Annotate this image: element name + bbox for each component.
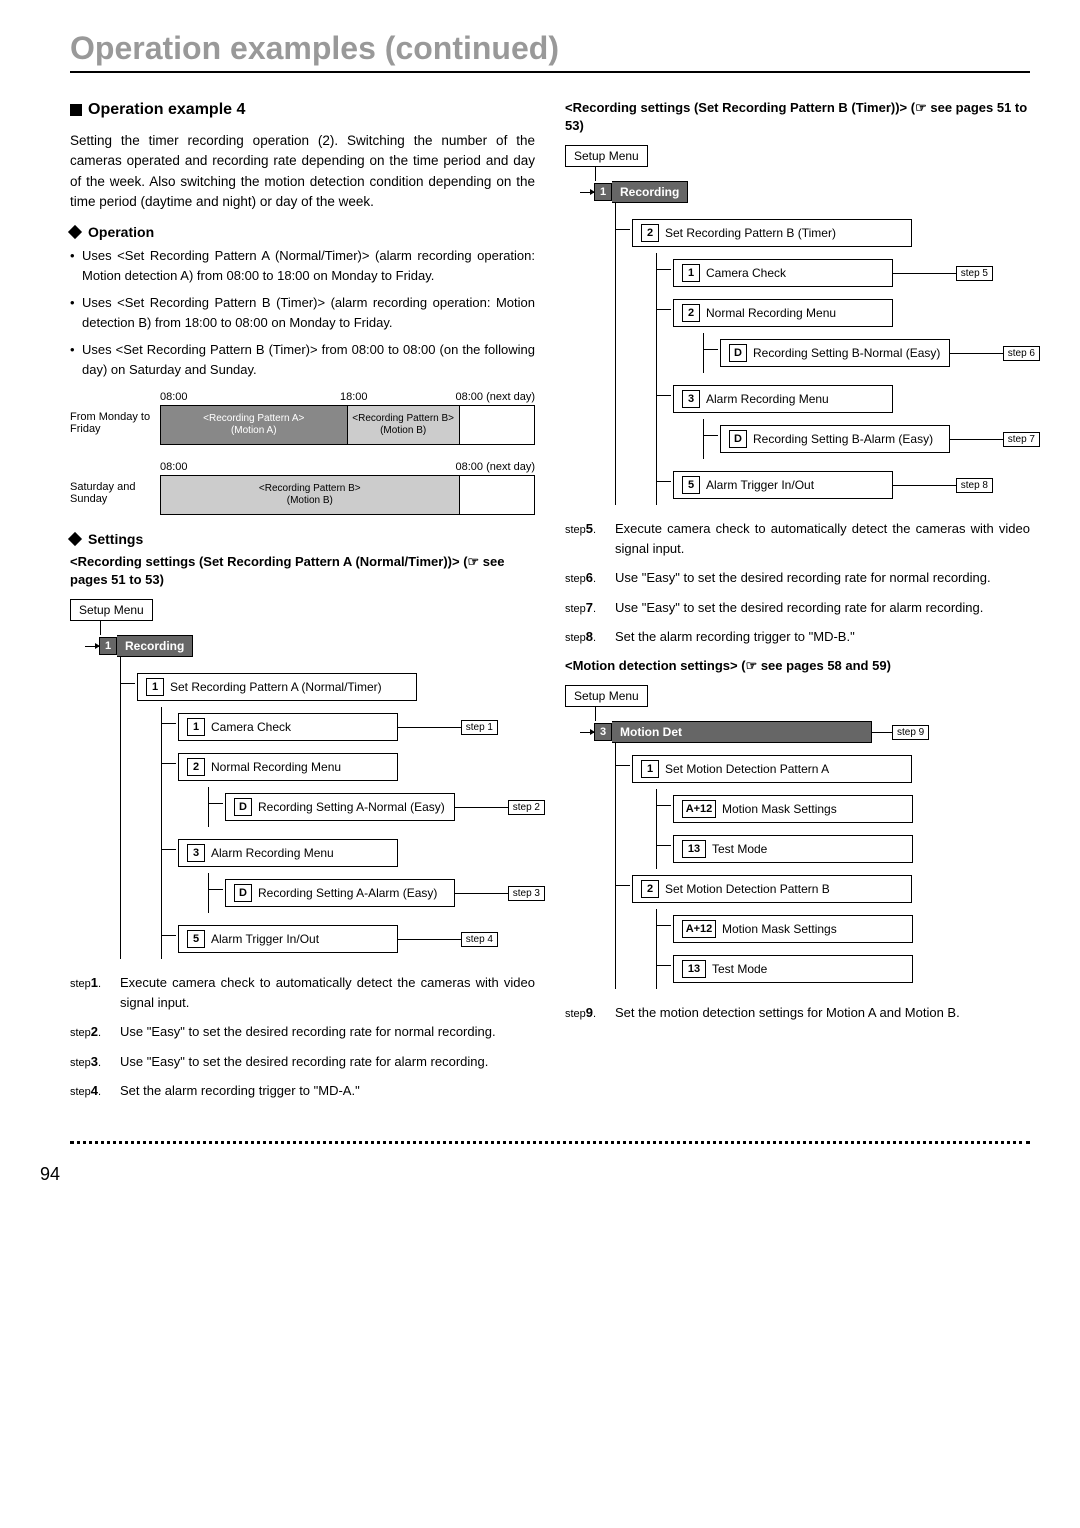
intro-text: Setting the timer recording operation (2…: [70, 131, 535, 212]
page-title: Operation examples (continued): [70, 30, 1030, 73]
bullet-item: Uses <Set Recording Pattern A (Normal/Ti…: [70, 246, 535, 285]
setup-menu-box: Setup Menu: [70, 599, 153, 621]
bullet-item: Uses <Set Recording Pattern B (Timer)> f…: [70, 340, 535, 379]
tree-a: Setup Menu 1 Recording 1Set Recording Pa…: [70, 599, 535, 959]
square-icon: [70, 104, 82, 116]
diamond-icon: [68, 532, 82, 546]
subtitle-a: <Recording settings (Set Recording Patte…: [70, 553, 535, 589]
subtitle-m: <Motion detection settings> (☞ see pages…: [565, 657, 1030, 675]
diamond-icon: [68, 225, 82, 239]
setup-menu-box: Setup Menu: [565, 145, 648, 167]
timeline-1: 08:00 18:00 08:00 (next day) From Monday…: [70, 391, 535, 445]
dotted-separator: [70, 1141, 1030, 1144]
steps-m: step9.Set the motion detection settings …: [565, 1003, 1030, 1023]
num-box: 1: [99, 637, 117, 655]
subtitle-b: <Recording settings (Set Recording Patte…: [565, 99, 1030, 135]
timeline-2: 08:00 08:00 (next day) Saturday and Sund…: [70, 461, 535, 515]
bullet-item: Uses <Set Recording Pattern B (Timer)> (…: [70, 293, 535, 332]
recording-box: Recording: [117, 635, 193, 657]
steps-b: step5.Execute camera check to automatica…: [565, 519, 1030, 647]
example-title: Operation example 4: [88, 101, 245, 119]
tree-b: Setup Menu 1 Recording 2Set Recording Pa…: [565, 145, 1030, 505]
page-number: 94: [40, 1164, 1030, 1185]
step-badge: step 1: [461, 720, 498, 735]
tree-m: Setup Menu 3 Motion Det step 9 1Set Moti…: [565, 685, 1030, 989]
operation-bullets: Uses <Set Recording Pattern A (Normal/Ti…: [70, 246, 535, 379]
steps-a: step1.Execute camera check to automatica…: [70, 973, 535, 1101]
operation-heading: Operation: [88, 224, 154, 240]
settings-heading: Settings: [88, 531, 143, 547]
